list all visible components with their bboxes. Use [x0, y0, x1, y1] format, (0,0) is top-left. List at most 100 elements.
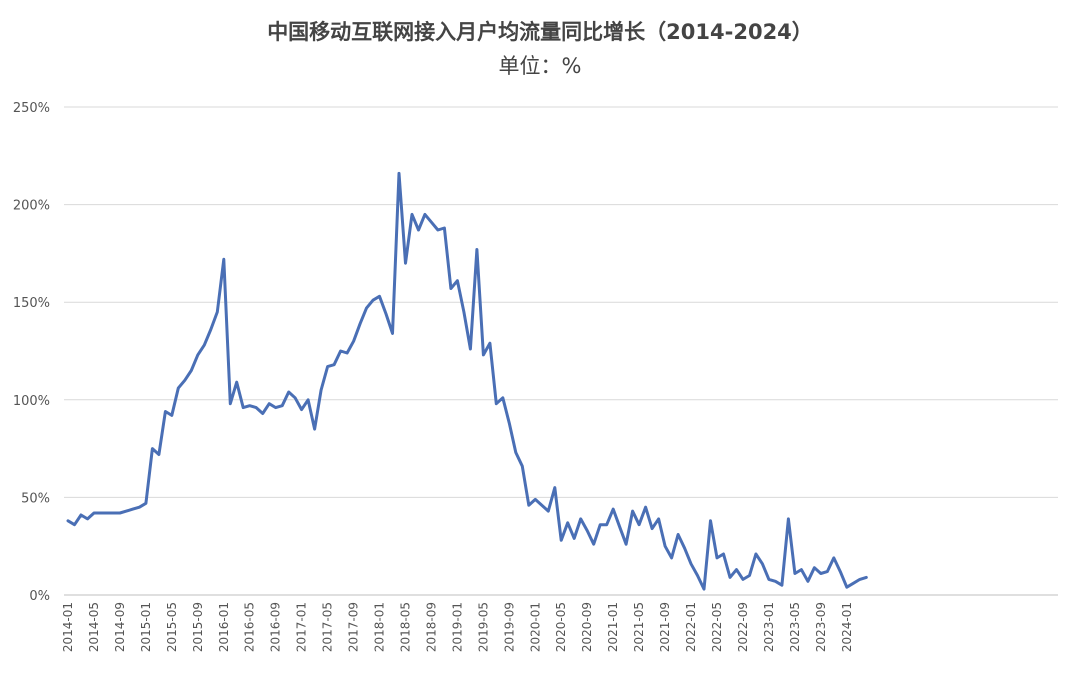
x-tick-label: 2018-01: [373, 602, 387, 652]
data-point: [417, 229, 420, 232]
y-tick-label: 0%: [29, 589, 50, 604]
data-point: [813, 566, 816, 569]
data-point: [436, 229, 439, 232]
data-point: [423, 213, 426, 216]
data-point: [274, 406, 277, 409]
x-tick-label: 2022-09: [736, 602, 750, 652]
data-point: [125, 510, 128, 513]
x-tick-label: 2022-05: [710, 602, 724, 652]
data-point: [203, 344, 206, 347]
data-point: [359, 322, 362, 325]
data-point: [703, 588, 706, 591]
data-point: [618, 525, 621, 528]
data-point: [501, 396, 504, 399]
data-point: [391, 332, 394, 335]
x-tick-label: 2021-09: [658, 602, 672, 652]
data-point: [177, 387, 180, 390]
data-point: [99, 512, 102, 515]
data-point: [112, 512, 115, 515]
data-point: [852, 582, 855, 585]
x-tick-label: 2019-05: [476, 602, 490, 652]
data-point: [605, 523, 608, 526]
x-tick-label: 2024-01: [840, 602, 854, 652]
data-point: [832, 556, 835, 559]
data-point: [819, 572, 822, 575]
data-point: [780, 584, 783, 587]
y-tick-label: 50%: [21, 491, 50, 506]
data-point: [222, 258, 225, 261]
data-point: [547, 510, 550, 513]
x-tick-label: 2015-05: [165, 602, 179, 652]
x-tick-label: 2017-01: [295, 602, 309, 652]
x-tick-label: 2015-01: [139, 602, 153, 652]
data-point: [151, 447, 154, 450]
data-point: [592, 543, 595, 546]
y-tick-label: 100%: [13, 394, 50, 409]
data-point: [411, 213, 414, 216]
x-tick-label: 2019-09: [502, 602, 516, 652]
data-point: [300, 408, 303, 411]
data-point: [657, 517, 660, 520]
x-tick-label: 2018-09: [424, 602, 438, 652]
data-point: [683, 547, 686, 550]
data-point: [638, 523, 641, 526]
data-point: [235, 381, 238, 384]
data-point: [534, 498, 537, 501]
data-point: [333, 363, 336, 366]
x-tick-label: 2016-05: [243, 602, 257, 652]
data-point: [157, 453, 160, 456]
x-tick-label: 2018-05: [398, 602, 412, 652]
data-point: [372, 299, 375, 302]
data-point: [365, 307, 368, 310]
x-tick-label: 2017-09: [347, 602, 361, 652]
data-point: [326, 365, 329, 368]
data-point: [209, 328, 212, 331]
x-tick-label: 2023-05: [788, 602, 802, 652]
data-point: [735, 568, 738, 571]
x-tick-label: 2016-01: [217, 602, 231, 652]
data-point: [521, 465, 524, 468]
data-point: [261, 412, 264, 415]
data-point: [170, 414, 173, 417]
x-tick-label: 2020-01: [528, 602, 542, 652]
data-point: [118, 512, 121, 515]
data-point: [625, 543, 628, 546]
data-point: [339, 350, 342, 353]
data-point: [767, 578, 770, 581]
data-point: [144, 502, 147, 505]
y-tick-label: 200%: [13, 199, 50, 214]
x-tick-label: 2014-09: [113, 602, 127, 652]
x-tick-label: 2014-01: [61, 602, 75, 652]
data-point: [787, 517, 790, 520]
data-point: [826, 570, 829, 573]
data-point: [527, 504, 530, 507]
data-point: [93, 512, 96, 515]
data-point: [742, 578, 745, 581]
data-point: [709, 519, 712, 522]
data-point: [800, 568, 803, 571]
data-point: [677, 533, 680, 536]
data-point: [729, 576, 732, 579]
data-point: [560, 539, 563, 542]
data-point: [229, 402, 232, 405]
data-point: [320, 389, 323, 392]
data-point: [385, 312, 388, 315]
data-point: [722, 553, 725, 556]
data-point: [248, 404, 251, 407]
data-point: [443, 227, 446, 230]
data-point: [449, 287, 452, 290]
data-point: [287, 391, 290, 394]
data-point: [754, 553, 757, 556]
data-point: [73, 523, 76, 526]
x-tick-label: 2021-05: [632, 602, 646, 652]
data-point: [430, 221, 433, 224]
x-tick-label: 2015-09: [191, 602, 205, 652]
data-point: [651, 527, 654, 530]
series-line: [66, 171, 868, 591]
data-point: [190, 369, 193, 372]
data-point: [469, 348, 472, 351]
data-point: [793, 572, 796, 575]
data-point: [599, 523, 602, 526]
data-point: [696, 574, 699, 577]
